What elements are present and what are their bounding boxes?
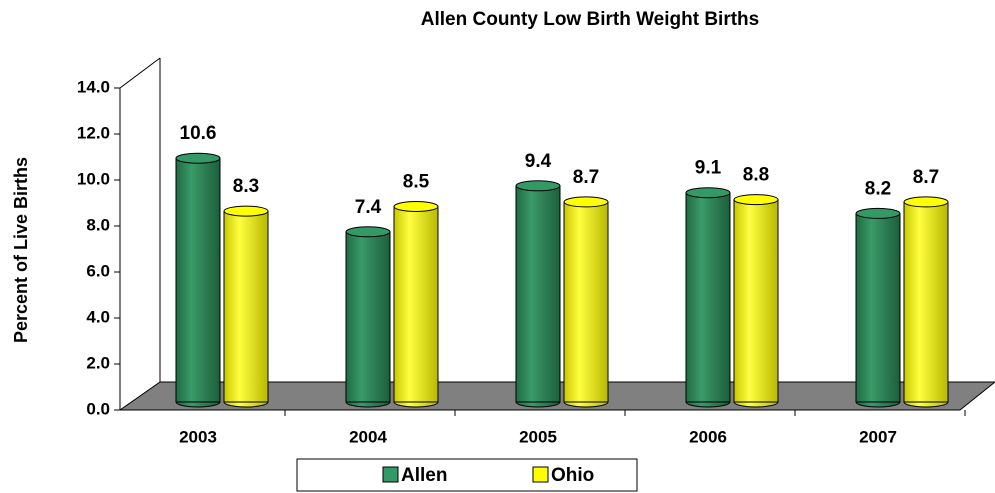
y-tick-label: 0.0 [86,399,110,418]
bar-top [903,196,949,208]
bar-top [345,226,391,238]
bar-top [515,180,561,192]
data-label: 7.4 [355,197,382,218]
bar-top [855,207,901,219]
y-axis-title: Percent of Live Births [11,157,31,343]
y-tick-label: 4.0 [86,307,110,326]
y-tick-label: 6.0 [86,261,110,280]
bar-top [393,201,439,212]
data-label: 9.4 [525,151,552,172]
bar-top [563,196,609,208]
x-tick-label: 2006 [689,427,727,446]
bar-top [223,205,269,217]
data-label: 8.2 [865,178,891,199]
bar-top [175,152,221,164]
y-tick-label: 8.0 [86,215,110,234]
data-label: 9.1 [695,158,722,179]
data-label: 8.3 [233,176,259,197]
data-label: 8.5 [403,172,430,193]
bar-top [685,187,731,199]
legend-box [296,458,638,492]
bar [515,185,561,403]
bar [345,231,391,403]
bar [563,201,609,403]
bar [175,157,221,403]
x-tick-label: 2004 [349,427,387,446]
bar [903,201,949,403]
x-tick-label: 2007 [859,427,897,446]
data-label: 10.6 [180,123,217,144]
data-label: 8.7 [573,167,599,188]
legend-label: Allen [401,465,447,486]
data-label: 8.8 [743,165,769,186]
y-tick-label: 2.0 [86,353,110,372]
legend-swatch [382,466,399,483]
legend-swatch [532,466,549,483]
bar [855,212,901,403]
bar [223,210,269,403]
data-label: 8.7 [913,167,939,188]
chart-title: Allen County Low Birth Weight Births [421,9,759,30]
bar [393,206,439,403]
wall-top-edge [119,57,161,89]
y-tick-label: 12.0 [77,123,110,142]
x-tick-label: 2003 [179,427,217,446]
bar [685,192,731,403]
bar-top [733,194,779,206]
y-tick-label: 14.0 [77,77,110,96]
bar [733,199,779,403]
legend-label: Ohio [551,465,594,486]
x-tick-label: 2005 [519,427,557,446]
y-tick-label: 10.0 [77,169,110,188]
